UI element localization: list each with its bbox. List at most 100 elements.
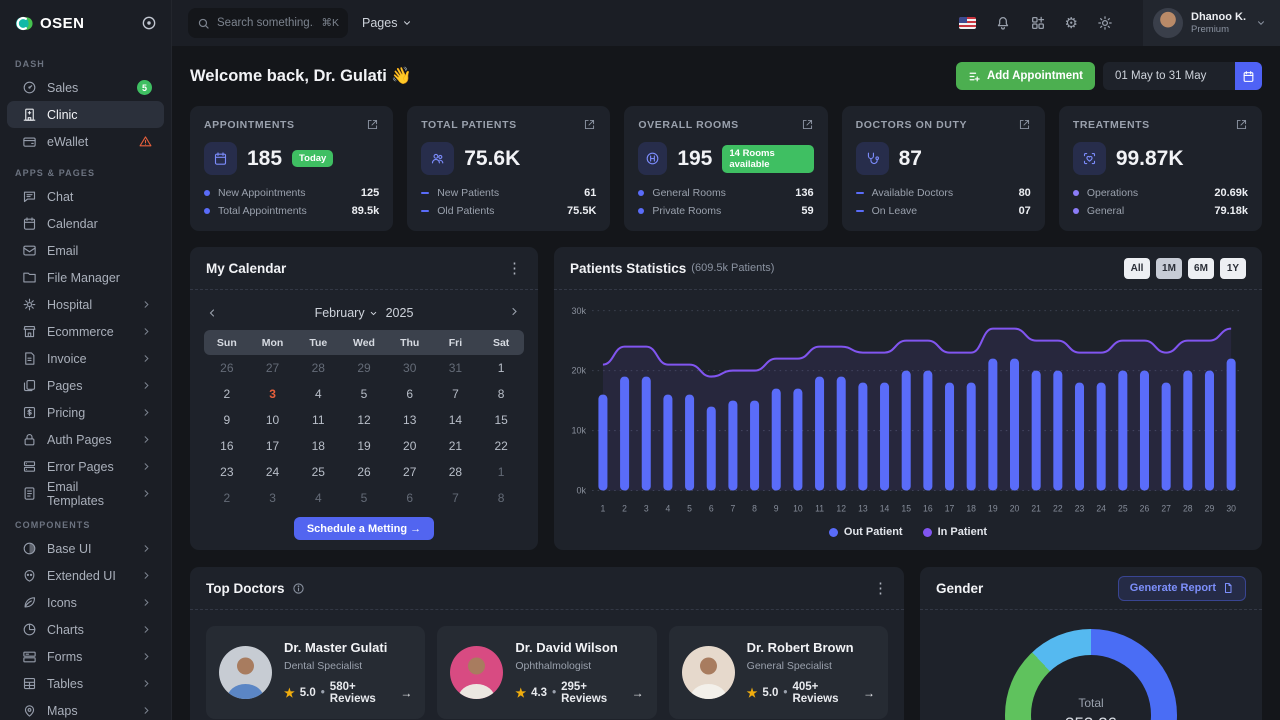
calendar-day[interactable]: 6 [406,387,414,401]
calendar-day[interactable]: 26 [220,361,234,375]
sidebar-item-auth-pages[interactable]: Auth Pages [7,426,164,453]
add-appointment-button[interactable]: Add Appointment [955,62,1095,90]
legend-item[interactable]: In Patient [922,526,987,538]
calendar-day[interactable]: 7 [452,387,459,401]
doctor-card[interactable]: Dr. Robert Brown General Specialist ★ 5.… [668,626,888,719]
sidebar-item-hospital[interactable]: Hospital [7,291,164,318]
brand-logo[interactable]: OSEN [14,13,85,34]
calendar-day[interactable]: 18 [311,439,325,453]
doctor-card[interactable]: Dr. David Wilson Ophthalmologist ★ 4.3 •… [437,626,657,719]
search-input[interactable] [217,17,315,29]
calendar-day[interactable]: 1 [497,465,505,479]
theme-sun-icon[interactable] [1097,15,1113,31]
legend-item[interactable]: Out Patient [828,526,903,538]
calendar-day[interactable]: 2 [223,491,231,505]
external-link-icon[interactable] [801,118,814,131]
sidebar-item-error-pages[interactable]: Error Pages [7,453,164,480]
calendar-next-icon[interactable] [510,307,522,319]
calendar-day[interactable]: 3 [269,387,276,401]
calendar-day[interactable]: 3 [269,491,276,505]
calendar-day[interactable]: 2 [223,387,231,401]
calendar-day[interactable]: 10 [265,413,280,427]
external-link-icon[interactable] [583,118,596,131]
sidebar-item-forms[interactable]: Forms [7,643,164,670]
doctor-rating[interactable]: ★ 5.0 • 405+ Reviews → [746,681,875,705]
calendar-day[interactable]: 16 [220,439,234,453]
sidebar-item-email[interactable]: Email [7,237,164,264]
calendar-day[interactable]: 23 [220,465,234,479]
sidebar-item-pricing[interactable]: Pricing [7,399,164,426]
external-link-icon[interactable] [1018,118,1031,131]
sidebar-item-icons[interactable]: Icons [7,589,164,616]
date-range-input[interactable]: 01 May to 31 May [1103,62,1235,90]
calendar-day[interactable]: 5 [360,387,368,401]
calendar-day[interactable]: 31 [448,361,463,375]
calendar-day[interactable]: 28 [448,465,463,479]
sidebar-item-pages[interactable]: Pages [7,372,164,399]
sidebar-item-clinic[interactable]: Clinic [7,101,164,128]
calendar-day[interactable]: 4 [314,491,322,505]
sidebar-item-extended-ui[interactable]: Extended UI [7,562,164,589]
sidebar-item-calendar[interactable]: Calendar [7,210,164,237]
user-profile[interactable]: Dhanoo K. Premium [1143,0,1280,46]
sidebar-toggle-icon[interactable] [141,15,157,31]
calendar-day[interactable]: 4 [314,387,322,401]
calendar-day[interactable]: 21 [448,439,463,453]
sidebar-item-ewallet[interactable]: eWallet [7,128,164,155]
external-link-icon[interactable] [1235,118,1248,131]
sidebar-item-ecommerce[interactable]: Ecommerce [7,318,164,345]
sidebar-item-maps[interactable]: Maps [7,697,164,720]
calendar-day[interactable]: 22 [494,439,508,453]
sidebar-item-tables[interactable]: Tables [7,670,164,697]
range-button-6m[interactable]: 6M [1188,257,1214,279]
sidebar-item-base-ui[interactable]: Base UI [7,535,164,562]
range-button-1m[interactable]: 1M [1156,257,1182,279]
pages-dropdown[interactable]: Pages [362,16,412,30]
calendar-day[interactable]: 28 [311,361,325,375]
range-button-all[interactable]: All [1124,257,1150,279]
calendar-day[interactable]: 24 [265,465,280,479]
calendar-day[interactable]: 26 [357,465,371,479]
calendar-day[interactable]: 12 [357,413,371,427]
calendar-day[interactable]: 25 [311,465,325,479]
year-select[interactable]: 2025 [385,306,414,320]
apps-grid-icon[interactable] [1030,15,1046,31]
info-icon[interactable] [292,582,305,595]
calendar-day[interactable]: 27 [265,361,280,375]
range-button-1y[interactable]: 1Y [1220,257,1246,279]
schedule-meeting-button[interactable]: Schedule a Metting → [293,517,435,540]
calendar-day[interactable]: 1 [497,361,505,375]
sidebar-item-email-templates[interactable]: Email Templates [7,480,164,508]
calendar-day[interactable]: 9 [223,413,231,427]
external-link-icon[interactable] [366,118,379,131]
calendar-day[interactable]: 30 [403,361,417,375]
calendar-day[interactable]: 5 [360,491,368,505]
calendar-day[interactable]: 8 [497,387,505,401]
calendar-day[interactable]: 13 [403,413,417,427]
calendar-day[interactable]: 29 [357,361,371,375]
sidebar-item-chat[interactable]: Chat [7,183,164,210]
calendar-day[interactable]: 27 [403,465,417,479]
kebab-menu-icon[interactable]: ⋮ [873,579,888,597]
doctor-rating[interactable]: ★ 4.3 • 295+ Reviews → [515,681,644,705]
calendar-day[interactable]: 6 [406,491,414,505]
calendar-day[interactable]: 20 [403,439,417,453]
sidebar-item-sales[interactable]: Sales 5 [7,74,164,101]
calendar-day[interactable]: 14 [448,413,463,427]
language-flag-icon[interactable] [958,17,976,29]
calendar-day[interactable]: 11 [312,413,325,427]
calendar-prev-icon[interactable] [206,307,218,319]
month-select[interactable]: February [315,306,378,320]
date-picker-button[interactable] [1235,62,1262,90]
sidebar-item-charts[interactable]: Charts [7,616,164,643]
calendar-day[interactable]: 15 [494,413,508,427]
calendar-day[interactable]: 17 [265,439,280,453]
notifications-bell-icon[interactable] [995,15,1011,31]
calendar-day[interactable]: 7 [452,491,459,505]
settings-gear-icon[interactable]: ⚙ [1064,14,1078,32]
kebab-menu-icon[interactable]: ⋮ [507,259,522,277]
sidebar-item-file-manager[interactable]: File Manager [7,264,164,291]
doctor-rating[interactable]: ★ 5.0 • 580+ Reviews → [284,681,413,705]
search-box[interactable]: ⌘K [188,8,348,38]
sidebar-item-invoice[interactable]: Invoice [7,345,164,372]
